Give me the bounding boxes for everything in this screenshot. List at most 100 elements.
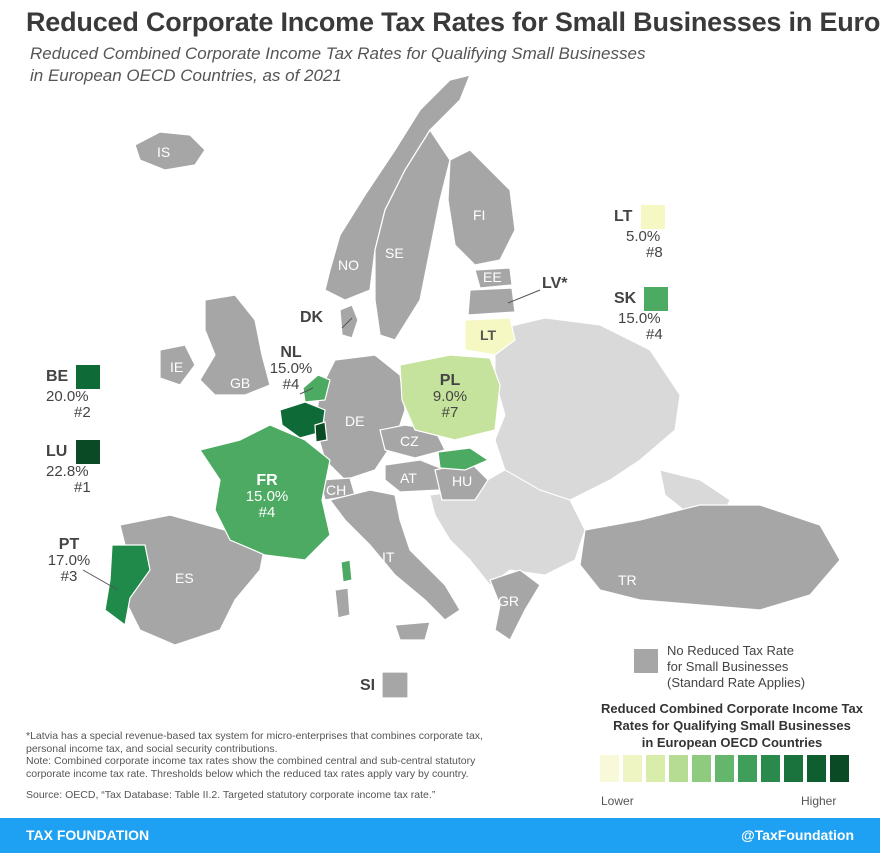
label-be-rank: #2 [74, 404, 91, 421]
label-lu-code: LU [46, 442, 68, 460]
slovenia-box [381, 671, 409, 699]
corsica [340, 559, 353, 583]
ireland [159, 344, 196, 386]
finland [447, 149, 516, 266]
legend-scale-title: Reduced Combined Corporate Income Tax Ra… [582, 700, 880, 751]
label-fr-rate: 15.0% [245, 488, 289, 505]
label-nl-code: NL [280, 344, 302, 361]
label-lt-rank: #8 [646, 244, 663, 261]
swatch-lu [75, 440, 100, 464]
label-lt-rate: 5.0% [626, 228, 661, 245]
code-is: IS [157, 144, 170, 160]
iceland [134, 131, 206, 171]
label-fr-rank: #4 [258, 504, 276, 521]
legend-higher-label: Higher [801, 794, 837, 808]
legend-lower-label: Lower [601, 794, 634, 808]
label-si: SI [360, 678, 375, 694]
code-ie: IE [170, 359, 183, 375]
label-lu: LU 22.8% #1 [46, 440, 106, 496]
label-lt: LT 5.0% #8 [614, 205, 674, 261]
estonia [474, 267, 513, 289]
label-pl-rank: #7 [441, 404, 459, 421]
label-nl-rank: #4 [282, 376, 300, 393]
code-lt: LT [480, 327, 497, 343]
source-note: Source: OECD, “Tax Database: Table II.2.… [26, 789, 436, 801]
code-fi: FI [473, 207, 485, 223]
label-pl-code: PL [439, 372, 461, 389]
footnote-line-4: corporate income tax rate. Thresholds be… [26, 767, 469, 780]
lithuania [464, 317, 516, 356]
code-es: ES [175, 570, 194, 586]
legend-no-rate-text: No Reduced Tax Rate for Small Businesses… [667, 643, 805, 691]
legend-scale-step [738, 755, 757, 782]
legend-scale-step [830, 755, 849, 782]
code-gb: GB [230, 375, 250, 391]
code-tr: TR [618, 572, 637, 588]
sweden [374, 128, 451, 341]
norway [324, 74, 471, 301]
footer-brand[interactable]: TAX FOUNDATION [26, 827, 150, 843]
code-at: AT [400, 470, 417, 486]
footer-handle[interactable]: @TaxFoundation [741, 827, 854, 843]
code-de: DE [345, 413, 364, 429]
label-sk: SK 15.0% #4 [614, 287, 674, 343]
label-pl-rate: 9.0% [432, 388, 468, 405]
code-se: SE [385, 245, 404, 261]
label-pt-rate: 17.0% [47, 552, 91, 569]
great-britain [199, 294, 271, 396]
luxembourg [314, 421, 328, 443]
footnote-line-3: Note: Combined corporate income tax rate… [26, 755, 476, 767]
lv-leader [507, 289, 541, 304]
label-lt-code: LT [614, 207, 633, 225]
code-hu: HU [452, 473, 472, 489]
legend-no-rate-swatch [634, 649, 658, 673]
label-pt: PT 17.0% #3 [44, 537, 94, 585]
legend-no-rate-line-1: No Reduced Tax Rate [667, 643, 794, 658]
legend-scale-step [600, 755, 619, 782]
pt-leader [82, 569, 119, 591]
label-dk: DK [300, 310, 323, 326]
legend-no-rate-line-2: for Small Businesses [667, 659, 789, 674]
code-it: IT [382, 549, 395, 565]
code-cz: CZ [400, 433, 419, 449]
sardinia [334, 587, 351, 619]
footnotes: *Latvia has a special revenue-based tax … [26, 730, 566, 780]
legend-no-rate-line-3: (Standard Rate Applies) [667, 675, 806, 690]
label-lu-rate: 22.8% [46, 463, 89, 480]
legend-scale-step [761, 755, 780, 782]
label-lu-rank: #1 [74, 479, 91, 496]
country-codes: IS NO SE FI EE IE GB DE CZ AT HU CH IT E… [157, 144, 637, 609]
legend-scale-title-line-3: in European OECD Countries [641, 735, 823, 750]
label-sk-rank: #4 [646, 326, 663, 343]
label-lv-code: LV* [542, 275, 568, 292]
france [199, 424, 331, 561]
swatch-sk [644, 287, 669, 311]
label-be-rate: 20.0% [46, 388, 89, 405]
footer-bar: TAX FOUNDATION @TaxFoundation [0, 818, 880, 853]
label-pt-code: PT [58, 536, 80, 553]
leader-lines [82, 289, 541, 591]
label-lv: LV* [542, 276, 567, 292]
code-ee: EE [483, 269, 502, 285]
footnote-line-1: *Latvia has a special revenue-based tax … [26, 730, 483, 742]
greece [489, 569, 541, 641]
legend-scale-title-line-2: Rates for Qualifying Small Businesses [613, 718, 851, 733]
label-pt-rank: #3 [60, 568, 78, 585]
label-fr: FR 15.0% #4 [240, 473, 294, 521]
turkey [579, 504, 841, 611]
legend-scale-step [669, 755, 688, 782]
label-sk-rate: 15.0% [618, 310, 661, 327]
sicily [394, 621, 431, 641]
code-gr: GR [498, 593, 519, 609]
label-sk-code: SK [614, 289, 637, 307]
legend-scale-step [807, 755, 826, 782]
nl-leader [299, 387, 314, 395]
legend-scale-step [784, 755, 803, 782]
slovakia [437, 447, 490, 471]
dk-leader [341, 317, 353, 329]
subtitle-line-1: Reduced Combined Corporate Income Tax Ra… [30, 44, 646, 63]
label-pl: PL 9.0% #7 [425, 373, 475, 421]
subtitle-line-2: in European OECD Countries, as of 2021 [30, 66, 342, 85]
label-be-code: BE [46, 367, 69, 385]
